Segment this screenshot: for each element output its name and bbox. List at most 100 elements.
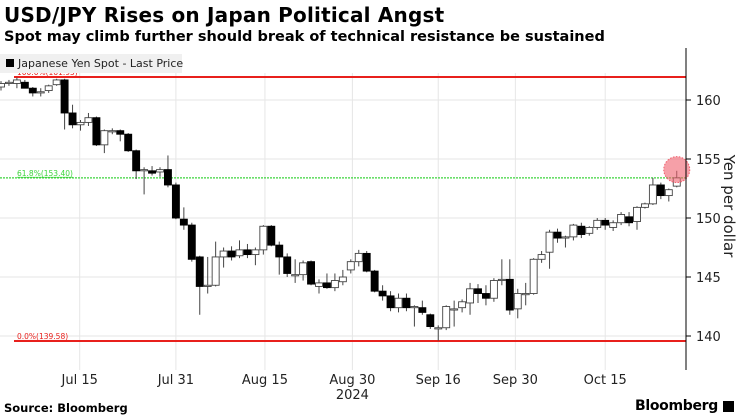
source-note: Source: Bloomberg — [4, 401, 128, 415]
candle-up — [458, 301, 467, 309]
candle-down — [148, 170, 157, 174]
candle-up — [219, 250, 228, 258]
candle-up — [100, 130, 109, 146]
candle-up — [0, 83, 5, 88]
candle-down — [243, 249, 252, 256]
y-tick-label: 145 — [696, 271, 721, 286]
candle-down — [179, 218, 188, 226]
candle-down — [124, 133, 133, 152]
candle-up — [44, 85, 53, 92]
candle-down — [20, 81, 29, 89]
candle-up — [4, 81, 13, 84]
candle-down — [474, 288, 482, 294]
y-tick-label: 155 — [696, 153, 721, 168]
candle-down — [227, 250, 236, 258]
candle-down — [275, 244, 284, 258]
candle-down — [68, 112, 77, 126]
candle-down — [195, 256, 204, 287]
candle-up — [52, 79, 61, 86]
candle-down — [505, 278, 514, 311]
candle-down — [370, 270, 379, 292]
candle-up — [434, 327, 443, 330]
candle-up — [489, 280, 498, 299]
candle-up — [537, 254, 546, 260]
chart-title: USD/JPY Rises on Japan Political Angst — [4, 3, 445, 27]
candle-up — [394, 297, 403, 309]
candle-down — [116, 130, 125, 135]
candles — [0, 77, 691, 341]
level-label: 61.8%(153.40) — [17, 169, 73, 178]
candle-up — [338, 276, 347, 283]
candle-up — [330, 280, 339, 289]
candle-up — [529, 258, 538, 294]
legend-swatch — [6, 59, 14, 67]
candle-up — [664, 189, 673, 197]
candle-up — [235, 249, 244, 257]
candle-down — [553, 231, 562, 239]
candle-up — [641, 203, 649, 208]
candle-down — [601, 219, 610, 226]
candle-up — [466, 288, 474, 304]
y-axis-title: Yen per dollar — [720, 154, 738, 259]
candle-down — [171, 184, 180, 219]
bloomberg-logo-mark-icon — [723, 401, 734, 412]
candle-up — [346, 261, 355, 271]
y-tick-label: 160 — [696, 94, 721, 109]
candle-down — [60, 79, 69, 114]
fibonacci-levels: 100.0%(161.95)61.8%(153.40)0.0%(139.58) — [0, 68, 686, 342]
candle-up — [12, 79, 21, 84]
y-tick-label: 150 — [696, 212, 721, 227]
bloomberg-logo: Bloomberg — [634, 398, 718, 414]
candle-up — [561, 236, 570, 239]
x-tick-label: Sep 16 — [416, 373, 461, 388]
candle-down — [307, 261, 315, 285]
candle-up — [251, 249, 260, 256]
candle-down — [386, 295, 395, 309]
candle-up — [84, 117, 93, 123]
highlight-circle — [663, 156, 691, 184]
candle-down — [418, 307, 427, 313]
candle-down — [92, 117, 101, 146]
candle-up — [410, 306, 419, 309]
candle-down — [362, 252, 371, 272]
candle-up — [497, 278, 506, 282]
candle-up — [36, 91, 45, 94]
candle-down — [163, 169, 172, 186]
candle-down — [323, 282, 331, 289]
candle-up — [140, 169, 149, 172]
candle-up — [259, 225, 268, 251]
legend: Japanese Yen Spot - Last Price — [0, 54, 183, 73]
candle-up — [593, 219, 602, 228]
x-tick-label: Oct 15 — [584, 373, 627, 388]
level-label: 0.0%(139.58) — [17, 332, 68, 341]
candle-up — [521, 293, 530, 296]
candle-up — [291, 274, 300, 277]
y-axis: 140 145 150 155 160 — [685, 48, 721, 370]
x-tick-label: Jul 31 — [157, 373, 194, 388]
candle-up — [545, 231, 554, 253]
candle-down — [625, 216, 633, 224]
candle-up — [585, 226, 594, 234]
candle-up — [442, 306, 451, 329]
x-tick-label: Aug 15 — [242, 373, 288, 388]
candle-down — [402, 297, 411, 309]
x-tick-label: Aug 30 — [329, 373, 375, 388]
x-axis: Jul 15 Jul 31 Aug 15 Aug 30 Sep 16 Sep 30 Oct … — [61, 373, 627, 403]
candle-up — [76, 121, 85, 126]
candle-up — [203, 284, 212, 287]
candle-down — [187, 224, 196, 260]
x-year-label: 2024 — [336, 388, 369, 403]
candle-down — [577, 225, 586, 235]
legend-background — [0, 54, 182, 73]
candle-down — [283, 256, 292, 274]
candle-up — [569, 224, 578, 238]
candle-down — [132, 150, 141, 172]
x-tick-label: Jul 15 — [61, 373, 98, 388]
candle-down — [267, 225, 276, 246]
candle-down — [28, 87, 37, 94]
chart-subtitle: Spot may climb further should break of t… — [4, 29, 605, 45]
candle-down — [426, 314, 435, 328]
candle-up — [633, 206, 641, 222]
candle-up — [108, 130, 117, 133]
